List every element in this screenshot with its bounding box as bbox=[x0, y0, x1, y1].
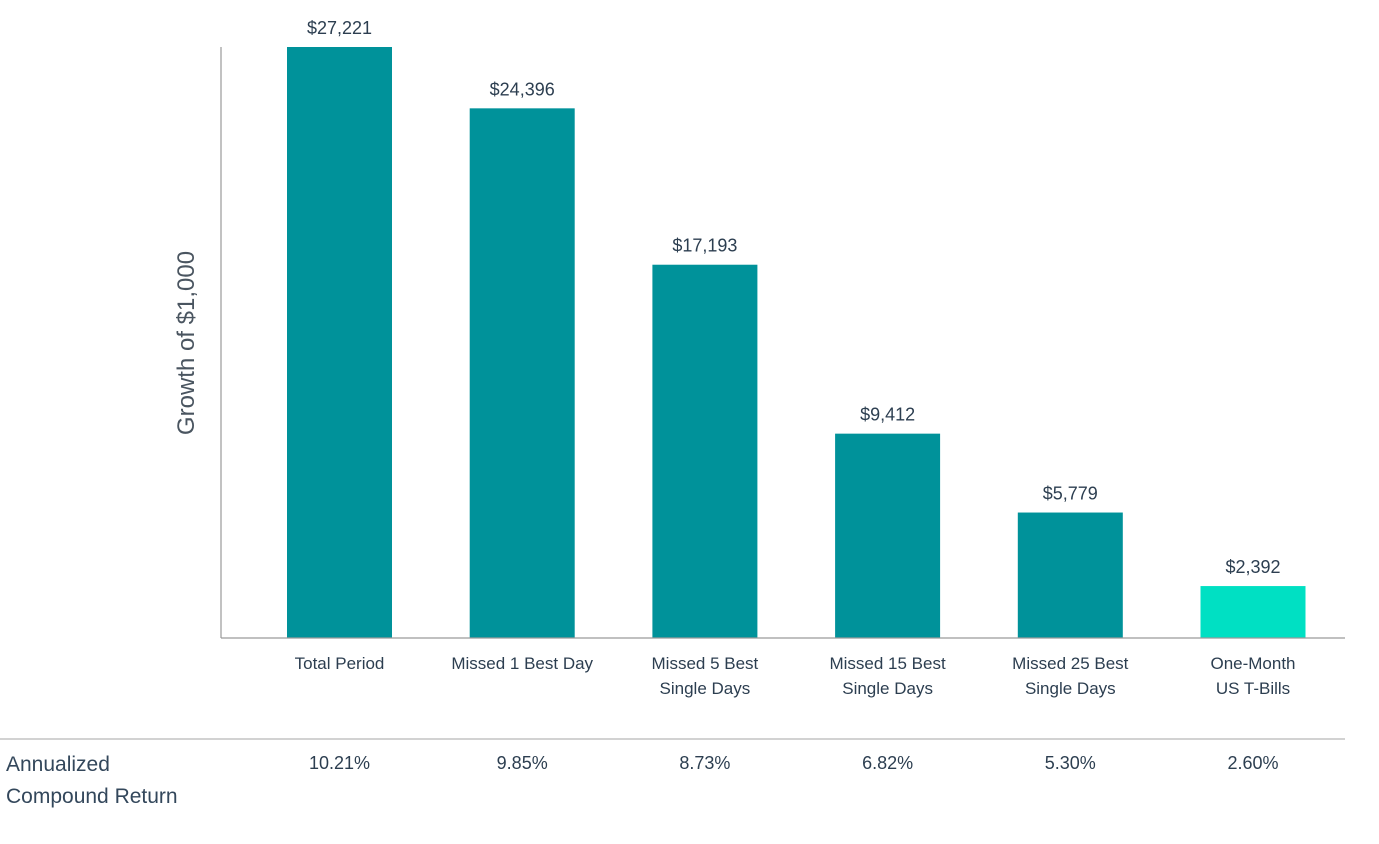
annualized-return-5: 2.60% bbox=[1227, 753, 1278, 773]
category-label-5-line-0: One-Month bbox=[1210, 654, 1295, 673]
annualized-returns-group: 10.21% 9.85% 8.73% 6.82% 5.30% 2.60% bbox=[309, 753, 1279, 773]
category-label-3-line-1: Single Days bbox=[842, 679, 933, 698]
value-label-1: $24,396 bbox=[490, 79, 555, 99]
bar-4 bbox=[1017, 512, 1123, 638]
value-label-0: $27,221 bbox=[307, 18, 372, 38]
category-label-1-line-0: Missed 1 Best Day bbox=[451, 654, 593, 673]
category-label-4-line-1: Single Days bbox=[1025, 679, 1116, 698]
category-labels-group: Total Period Missed 1 Best Day Missed 5 Be… bbox=[295, 654, 1296, 698]
category-label-5: One-Month US T-Bills bbox=[1210, 654, 1295, 698]
annualized-row-label: Annualized Compound Return bbox=[6, 753, 178, 808]
bar-2 bbox=[652, 264, 758, 638]
category-label-4-line-0: Missed 25 Best bbox=[1012, 654, 1128, 673]
annualized-row-label-line-2: Compound Return bbox=[6, 785, 178, 808]
y-axis-label: Growth of $1,000 bbox=[173, 251, 200, 435]
annualized-return-1: 9.85% bbox=[497, 753, 548, 773]
annualized-return-3: 6.82% bbox=[862, 753, 913, 773]
value-label-2: $17,193 bbox=[672, 236, 737, 256]
category-label-2-line-0: Missed 5 Best bbox=[652, 654, 759, 673]
category-label-5-line-1: US T-Bills bbox=[1216, 679, 1290, 698]
value-label-5: $2,392 bbox=[1225, 557, 1280, 577]
annualized-row-label-line-1: Annualized bbox=[6, 753, 110, 776]
value-labels-group: $27,221 $24,396 $17,193 $9,412 $5,779 $2,392 bbox=[307, 18, 1281, 577]
category-label-4: Missed 25 Best Single Days bbox=[1012, 654, 1128, 698]
annualized-return-4: 5.30% bbox=[1045, 753, 1096, 773]
bar-3 bbox=[835, 433, 941, 638]
annualized-return-0: 10.21% bbox=[309, 753, 370, 773]
value-label-4: $5,779 bbox=[1043, 484, 1098, 504]
category-label-2: Missed 5 Best Single Days bbox=[652, 654, 759, 698]
category-label-2-line-1: Single Days bbox=[660, 679, 751, 698]
category-label-0-line-0: Total Period bbox=[295, 654, 385, 673]
bar-1 bbox=[469, 108, 575, 638]
annualized-return-2: 8.73% bbox=[679, 753, 730, 773]
category-label-3: Missed 15 Best Single Days bbox=[829, 654, 945, 698]
category-label-3-line-0: Missed 15 Best bbox=[829, 654, 945, 673]
value-label-3: $9,412 bbox=[860, 405, 915, 425]
bars-group bbox=[287, 47, 1306, 638]
category-label-1: Missed 1 Best Day bbox=[451, 654, 593, 673]
bar-5 bbox=[1200, 586, 1306, 638]
category-label-0: Total Period bbox=[295, 654, 385, 673]
bar-0 bbox=[287, 47, 392, 638]
